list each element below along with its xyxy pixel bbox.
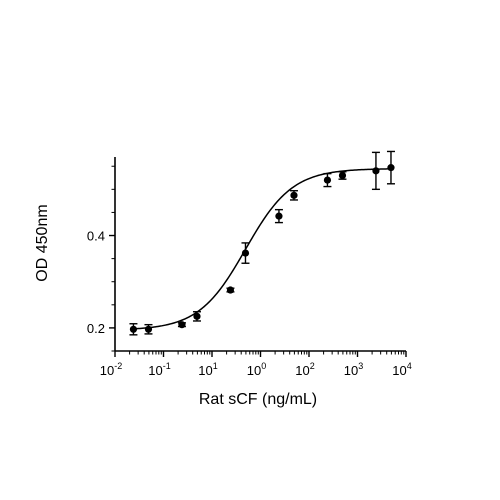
x-tick-label: 100 xyxy=(247,361,266,378)
x-tick-label: 101 xyxy=(198,361,217,378)
data-point xyxy=(226,286,235,294)
x-tick-label: 103 xyxy=(344,361,363,378)
axes-layer xyxy=(109,157,407,357)
data-point xyxy=(338,171,347,180)
data-point xyxy=(241,249,250,257)
data-point xyxy=(193,312,201,320)
x-tick-label: 10-2 xyxy=(100,361,122,378)
data-point xyxy=(178,321,186,329)
x-tick-label: 102 xyxy=(295,361,314,378)
x-tick-label: 104 xyxy=(392,361,411,378)
data-point xyxy=(290,191,298,199)
y-axis-title: OD 450nm xyxy=(34,204,51,281)
y-tick-label: 0.2 xyxy=(87,321,105,336)
data-point xyxy=(323,176,332,184)
data-point xyxy=(387,164,395,172)
fit-curve-layer xyxy=(133,168,391,330)
data-point xyxy=(144,325,153,333)
y-tick-label: 0.4 xyxy=(87,229,105,244)
data-points-layer xyxy=(129,150,395,336)
data-point xyxy=(275,212,283,220)
tick-labels-layer: 10-2 10-1 101 100 102 103 104 0.2 0.4 xyxy=(87,229,412,378)
data-point xyxy=(372,167,380,175)
data-point xyxy=(129,325,138,333)
x-tick-label: 10-1 xyxy=(148,361,170,378)
x-axis-title: Rat sCF (ng/mL) xyxy=(199,391,317,408)
fit-curve xyxy=(133,168,391,330)
